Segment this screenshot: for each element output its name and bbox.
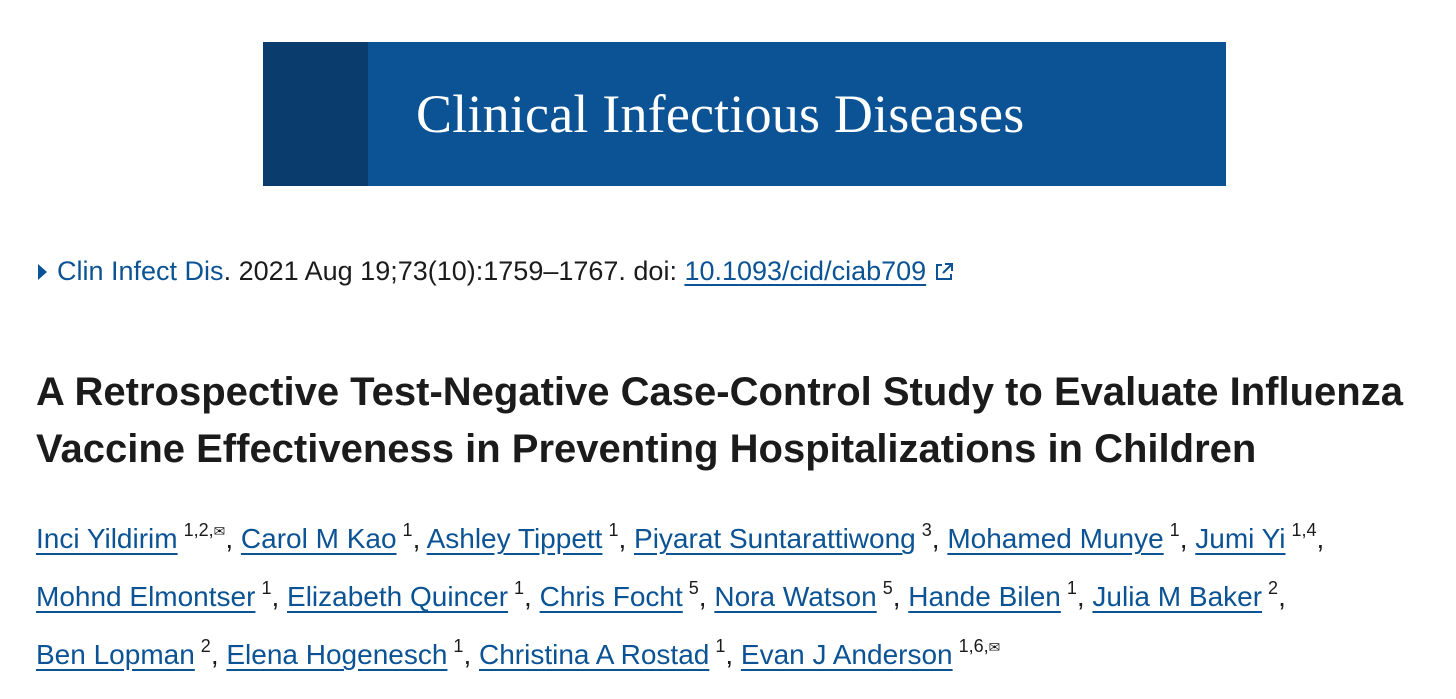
author-item: Elena Hogenesch 1 <box>226 636 463 670</box>
author-name-link[interactable]: Jumi Yi <box>1195 523 1286 554</box>
author-name-link[interactable]: Nora Watson <box>714 581 877 612</box>
author-affiliation: 1,2,✉ <box>184 520 226 540</box>
author-item: Christina A Rostad 1 <box>479 636 725 670</box>
author-affiliation: 2 <box>1268 578 1278 598</box>
author-name-link[interactable]: Inci Yildirim <box>36 523 178 554</box>
author-item: Jumi Yi 1,4 <box>1195 520 1317 554</box>
author-affiliation: 1 <box>608 520 618 540</box>
author-affiliation: 2 <box>201 636 211 656</box>
author-name-link[interactable]: Christina A Rostad <box>479 639 710 670</box>
affiliation-numbers: 1 <box>1066 578 1077 598</box>
author-item: Elizabeth Quincer 1 <box>287 578 524 612</box>
author-name-link[interactable]: Elizabeth Quincer <box>287 581 509 612</box>
author-list: Inci Yildirim 1,2,✉, Carol M Kao 1, Ashley… <box>36 520 1325 670</box>
author-affiliation: 3 <box>922 520 932 540</box>
external-link-icon[interactable] <box>934 262 954 282</box>
author-item: Ashley Tippett 1 <box>426 520 619 554</box>
author-item: Ben Lopman 2 <box>36 636 211 670</box>
author-affiliation: 1 <box>1067 578 1077 598</box>
affiliation-numbers: 2 <box>200 636 211 656</box>
author-item: Chris Focht 5 <box>539 578 699 612</box>
author-name-link[interactable]: Chris Focht <box>539 581 683 612</box>
author-affiliation: 1,6,✉ <box>959 636 1001 656</box>
affiliation-numbers: 2 <box>1268 578 1279 598</box>
affiliation-numbers: 1 <box>608 520 619 540</box>
affiliation-numbers: 5 <box>688 578 699 598</box>
author-affiliation: 1 <box>1170 520 1180 540</box>
author-name-link[interactable]: Ashley Tippett <box>426 523 603 554</box>
author-affiliation: 1 <box>514 578 524 598</box>
author-name-link[interactable]: Julia M Baker <box>1092 581 1263 612</box>
author-name-link[interactable]: Hande Bilen <box>908 581 1061 612</box>
author-name-link[interactable]: Ben Lopman <box>36 639 195 670</box>
affiliation-numbers: 1 <box>715 636 726 656</box>
affiliation-numbers: 5 <box>882 578 893 598</box>
author-name-link[interactable]: Mohnd Elmontser <box>36 581 256 612</box>
author-item: Nora Watson 5 <box>714 578 893 612</box>
author-name-link[interactable]: Elena Hogenesch <box>226 639 448 670</box>
author-affiliation: 5 <box>883 578 893 598</box>
affiliation-numbers: 1,6, <box>958 636 989 656</box>
doi-link[interactable]: 10.1093/cid/ciab709 <box>684 256 927 286</box>
author-item: Carol M Kao 1 <box>240 520 413 554</box>
author-item: Evan J Anderson 1,6,✉ <box>740 636 1001 670</box>
envelope-icon[interactable]: ✉ <box>988 639 1001 655</box>
author-item: Hande Bilen 1 <box>908 578 1077 612</box>
author-name-link[interactable]: Mohamed Munye <box>947 523 1164 554</box>
journal-title: Clinical Infectious Diseases <box>416 84 1025 144</box>
author-item: Mohnd Elmontser 1 <box>36 578 271 612</box>
author-affiliation: 5 <box>689 578 699 598</box>
affiliation-numbers: 1,2, <box>183 520 214 540</box>
banner-stripe <box>263 42 368 186</box>
affiliation-numbers: 3 <box>921 520 932 540</box>
author-item: Julia M Baker 2 <box>1092 578 1278 612</box>
affiliation-numbers: 1 <box>261 578 272 598</box>
affiliation-numbers: 1 <box>402 520 413 540</box>
author-affiliation: 1 <box>453 636 463 656</box>
envelope-icon[interactable]: ✉ <box>213 523 226 539</box>
affiliation-numbers: 1 <box>514 578 525 598</box>
author-name-link[interactable]: Evan J Anderson <box>740 639 953 670</box>
author-name-link[interactable]: Piyarat Suntarattiwong <box>634 523 916 554</box>
author-name-link[interactable]: Carol M Kao <box>240 523 397 554</box>
citation-line: Clin Infect Dis . 2021 Aug 19;73(10):175… <box>38 256 954 287</box>
author-item: Mohamed Munye 1 <box>947 520 1180 554</box>
author-item: Piyarat Suntarattiwong 3 <box>634 520 932 554</box>
caret-right-icon[interactable] <box>38 263 47 280</box>
author-affiliation: 1 <box>715 636 725 656</box>
author-affiliation: 1 <box>403 520 413 540</box>
journal-abbrev-link[interactable]: Clin Infect Dis <box>57 256 224 286</box>
journal-banner: Clinical Infectious Diseases <box>263 42 1226 186</box>
affiliation-numbers: 1 <box>1169 520 1180 540</box>
citation-details: . 2021 Aug 19;73(10):1759–1767. doi: <box>223 256 685 286</box>
author-affiliation: 1 <box>261 578 271 598</box>
author-item: Inci Yildirim 1,2,✉ <box>36 520 226 554</box>
article-title: A Retrospective Test-Negative Case-Contr… <box>36 370 1403 471</box>
affiliation-numbers: 1,4 <box>1291 520 1317 540</box>
affiliation-numbers: 1 <box>453 636 464 656</box>
author-affiliation: 1,4 <box>1292 520 1317 540</box>
